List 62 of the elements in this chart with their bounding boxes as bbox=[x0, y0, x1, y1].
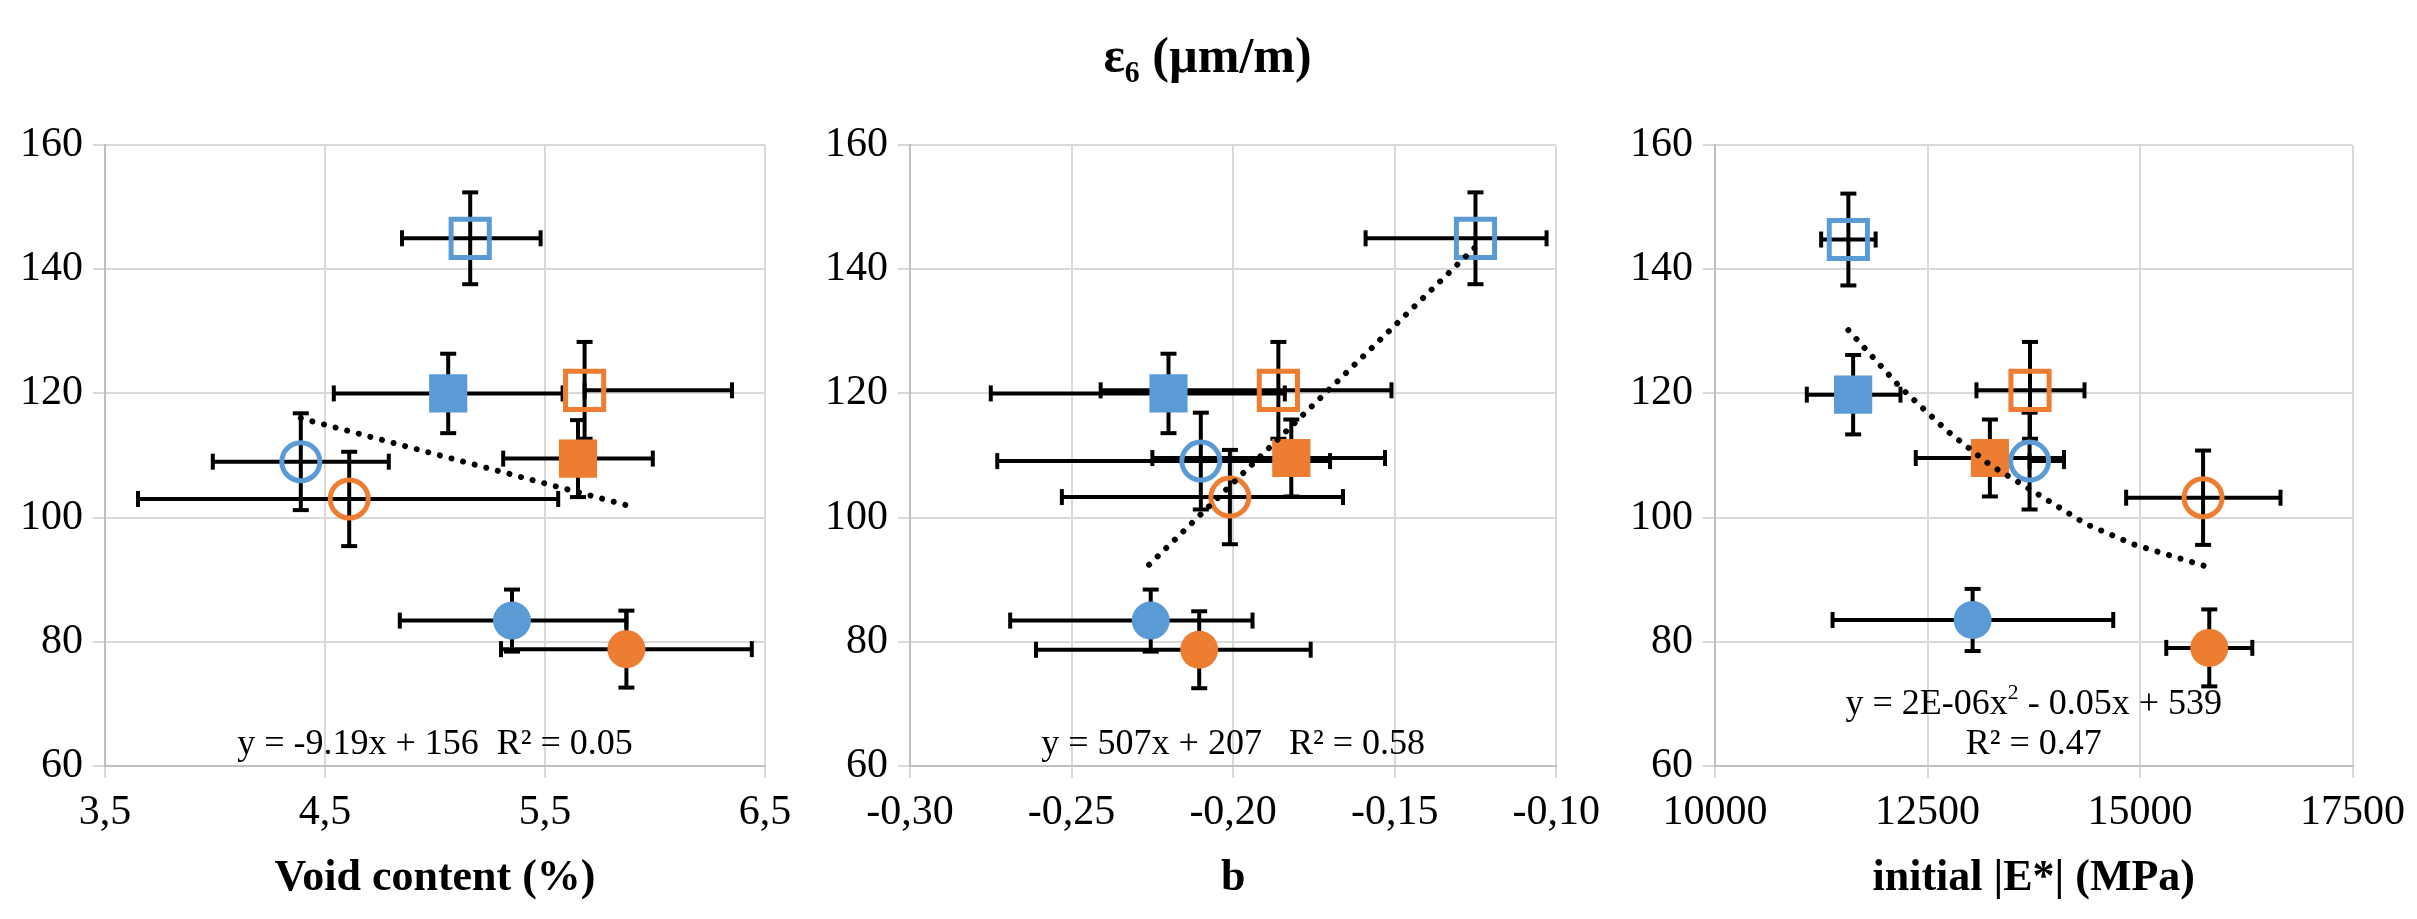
x-tick-label: 12500 bbox=[1875, 787, 1980, 834]
y-tick-label: 160 bbox=[20, 119, 83, 166]
annotation: y = 507x + 207 R² = 0.58 bbox=[1041, 721, 1425, 762]
point bbox=[1453, 216, 1498, 260]
x-tick-label: -0,10 bbox=[1512, 787, 1601, 834]
point bbox=[2008, 439, 2052, 483]
y-tick-label: 140 bbox=[1630, 243, 1693, 290]
x-tick-label: -0,30 bbox=[866, 787, 954, 834]
y-tick-label: 140 bbox=[20, 243, 83, 290]
x-tick-label: 5,5 bbox=[518, 787, 572, 834]
point bbox=[279, 440, 323, 484]
y-tick-label: 80 bbox=[1651, 615, 1693, 662]
y-tick-label: 100 bbox=[20, 491, 83, 538]
y-tick-label: 60 bbox=[41, 739, 83, 786]
x-tick-label: 15000 bbox=[2087, 787, 2193, 834]
y-tick-label: 80 bbox=[41, 615, 83, 662]
y-tick-label: 160 bbox=[1630, 119, 1693, 166]
x-tick-label: 4,5 bbox=[298, 787, 352, 834]
chart-title: ε₆ (µm/m) bbox=[1102, 26, 1313, 85]
point bbox=[1970, 438, 2009, 478]
point bbox=[563, 368, 607, 412]
annotation: y = -9.19x + 156 R² = 0.05 bbox=[237, 721, 633, 762]
y-tick-label: 100 bbox=[825, 491, 888, 538]
point bbox=[1131, 601, 1170, 640]
y-tick-label: 160 bbox=[825, 119, 888, 166]
point bbox=[429, 374, 468, 413]
point bbox=[607, 630, 646, 669]
x-axis-title: Void content (%) bbox=[274, 850, 596, 900]
y-tick-label: 120 bbox=[825, 367, 888, 414]
point bbox=[493, 601, 531, 640]
y-tick-label: 120 bbox=[20, 367, 83, 414]
annotation: R² = 0.47 bbox=[1965, 721, 2102, 762]
point bbox=[2190, 628, 2229, 667]
point bbox=[1826, 217, 1870, 262]
point bbox=[1149, 374, 1188, 413]
point bbox=[2181, 476, 2225, 520]
y-tick-label: 80 bbox=[846, 615, 888, 662]
x-tick-label: -0,15 bbox=[1350, 787, 1439, 834]
x-tick-label: 3,5 bbox=[78, 787, 132, 834]
point bbox=[327, 477, 371, 521]
point bbox=[1272, 438, 1311, 478]
y-tick-label: 60 bbox=[846, 739, 888, 786]
point bbox=[1208, 475, 1252, 519]
x-tick-label: 17500 bbox=[2300, 787, 2405, 834]
point bbox=[1179, 439, 1223, 483]
point bbox=[1834, 375, 1873, 414]
point bbox=[558, 439, 598, 478]
x-tick-label: -0,20 bbox=[1189, 787, 1277, 834]
y-tick-label: 100 bbox=[1630, 491, 1693, 538]
point bbox=[1180, 630, 1219, 669]
point bbox=[448, 216, 492, 260]
point bbox=[2008, 368, 2052, 412]
point bbox=[1256, 368, 1300, 412]
x-tick-label: -0,25 bbox=[1027, 787, 1116, 834]
y-tick-label: 120 bbox=[1630, 367, 1693, 414]
y-tick-label: 140 bbox=[825, 243, 888, 290]
y-tick-label: 60 bbox=[1651, 739, 1693, 786]
x-tick-label: 6,5 bbox=[738, 787, 792, 834]
x-tick-label: 10000 bbox=[1662, 787, 1768, 834]
point bbox=[1953, 600, 1992, 639]
x-axis-title: initial |E*| (MPa) bbox=[1872, 850, 2195, 900]
x-axis-title: b bbox=[1220, 850, 1246, 900]
